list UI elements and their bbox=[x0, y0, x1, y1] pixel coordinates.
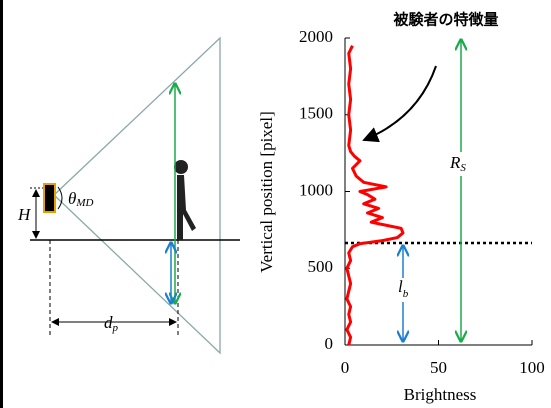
view-cone bbox=[54, 38, 220, 353]
y-axis-label: Vertical position [pixel] bbox=[257, 111, 276, 272]
pointer-arrow bbox=[364, 66, 436, 140]
y-tick-label: 500 bbox=[308, 257, 334, 276]
x-tick-label: 0 bbox=[341, 358, 350, 377]
y-tick-label: 2000 bbox=[299, 27, 333, 46]
y-tick-label: 0 bbox=[325, 334, 334, 353]
person bbox=[174, 160, 196, 240]
left-edge bbox=[0, 0, 3, 408]
distance-label: dp bbox=[104, 313, 119, 334]
x-axis-label: Brightness bbox=[404, 385, 477, 404]
y-tick-label: 1000 bbox=[299, 180, 333, 199]
y-tick-label: 1500 bbox=[299, 104, 333, 123]
x-tick-label: 50 bbox=[430, 358, 447, 377]
page: {"chart_data": {"type": "line", "title":… bbox=[0, 0, 551, 408]
x-tick-label: 100 bbox=[519, 358, 545, 377]
angle-label: θMD bbox=[68, 189, 94, 209]
camera bbox=[44, 184, 55, 212]
diagram: H θMD dp bbox=[17, 38, 240, 353]
chart-title: 被験者の特徴量 bbox=[393, 11, 498, 29]
height-label: H bbox=[17, 205, 32, 224]
figure: H θMD dp 被験者の特徴量 Brightness Vertical pos… bbox=[0, 0, 551, 408]
